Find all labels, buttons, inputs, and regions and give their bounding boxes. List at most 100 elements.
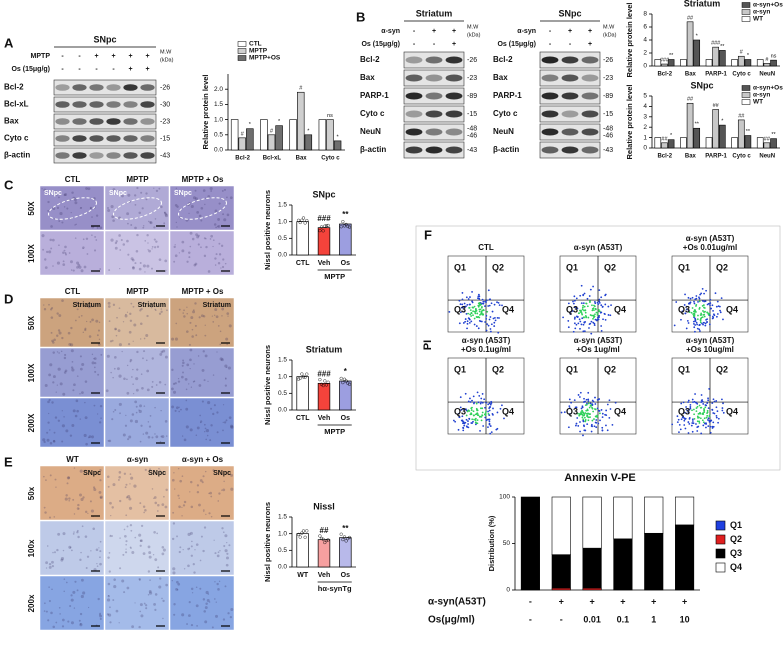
cell-texture [129,419,133,423]
event-dot [590,314,593,317]
cell-texture [199,414,201,417]
cell-texture [93,488,97,492]
event-dot [598,300,601,303]
legend-swatch [715,520,726,531]
event-dot [701,399,704,401]
cell-texture [215,226,218,229]
cell-texture [138,267,142,271]
cell-texture [63,206,66,208]
event-dot [582,411,585,414]
event-dot [491,412,494,415]
event-dot [462,306,464,309]
event-dot [478,308,481,311]
event-dot [473,323,476,326]
event-dot [480,419,483,422]
blot-band [581,128,599,136]
cell-texture [146,388,150,392]
cell-texture [143,350,146,353]
cell-texture [45,561,48,565]
event-dot [465,425,468,428]
cell-texture [221,189,224,192]
x-tick-label: Os [341,572,350,579]
cell-texture [218,492,221,495]
event-dot [693,322,695,325]
condition-sign: - [549,41,552,48]
cell-texture [45,250,49,254]
region-label: SNpc [109,190,127,197]
event-dot [693,418,696,420]
event-dot [583,330,586,333]
event-dot [473,414,475,417]
blot-band [405,128,423,136]
cell-texture [171,387,174,391]
cell-texture [76,261,80,265]
event-dot [698,300,701,303]
bar-segment [551,496,571,555]
cell-texture [203,423,206,426]
cell-texture [134,262,137,265]
cell-texture [159,440,162,443]
event-dot [572,330,575,333]
cell-texture [188,614,191,617]
y-axis-label: Relative protein level [625,2,634,77]
event-dot [578,318,581,321]
cell-texture [53,516,56,518]
cell-texture [191,328,194,331]
cell-texture [161,503,165,506]
plot-title: +Os 0.1ug/ml [461,345,511,354]
event-dot [589,402,592,405]
significance: ## [687,97,694,103]
cell-texture [139,610,142,613]
cell-texture [105,389,109,393]
significance: ** [746,129,751,135]
cell-texture [209,238,212,240]
micrograph [104,230,170,276]
cell-texture [56,312,59,315]
cell-texture [57,329,61,332]
cell-texture [112,376,114,379]
event-dot [479,402,482,405]
cell-texture [176,588,179,591]
quadrant-label: Q3 [454,406,466,416]
region-outline [113,197,162,220]
cell-texture [127,193,131,197]
cell-texture [226,542,228,544]
cell-texture [130,476,134,480]
cell-texture [177,380,181,383]
cell-texture [125,483,128,486]
event-dot [607,305,610,308]
cell-texture [193,380,196,382]
cell-texture [140,539,143,543]
replicate-dot [318,229,322,233]
cell-texture [98,338,101,341]
event-dot [708,414,711,417]
cell-texture [79,493,82,497]
bar [756,137,764,149]
cell-texture [74,580,77,583]
cell-texture [91,216,93,218]
panel-label: A [4,35,14,50]
event-dot [586,305,589,308]
event-dot [596,414,598,417]
cell-texture [145,359,148,362]
cell-texture [135,249,139,253]
event-dot [580,302,583,305]
cell-texture [79,612,83,616]
event-dot [466,320,469,323]
cell-texture [114,327,117,331]
event-dot [585,398,588,401]
cell-texture [63,590,65,593]
cell-texture [154,406,156,409]
event-dot [707,407,710,410]
cell-texture [89,500,92,503]
event-dot [600,329,603,332]
event-dot [712,425,715,428]
cell-texture [202,509,205,511]
cell-texture [196,490,200,494]
cell-texture [132,266,135,270]
significance: ## [738,113,745,119]
micrograph-tone [105,348,169,397]
cell-texture [110,205,114,209]
event-dot [705,289,707,292]
cell-texture [192,310,196,314]
